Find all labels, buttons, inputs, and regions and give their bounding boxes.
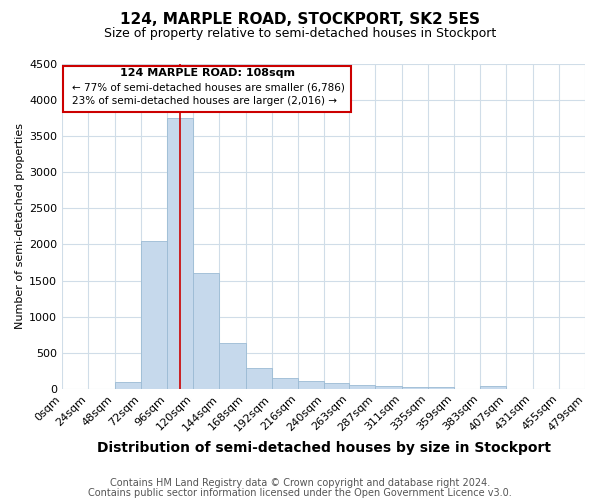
Text: ← 77% of semi-detached houses are smaller (6,786): ← 77% of semi-detached houses are smalle… [72, 82, 345, 92]
X-axis label: Distribution of semi-detached houses by size in Stockport: Distribution of semi-detached houses by … [97, 441, 551, 455]
Y-axis label: Number of semi-detached properties: Number of semi-detached properties [15, 124, 25, 330]
Bar [428, 388, 454, 389]
Bar [298, 381, 324, 389]
Text: Contains public sector information licensed under the Open Government Licence v3: Contains public sector information licen… [88, 488, 512, 498]
Text: 124 MARPLE ROAD: 108sqm: 124 MARPLE ROAD: 108sqm [120, 68, 295, 78]
Bar [349, 385, 376, 389]
Bar [401, 386, 428, 389]
Text: Size of property relative to semi-detached houses in Stockport: Size of property relative to semi-detach… [104, 28, 496, 40]
Text: 124, MARPLE ROAD, STOCKPORT, SK2 5ES: 124, MARPLE ROAD, STOCKPORT, SK2 5ES [120, 12, 480, 28]
Text: 23% of semi-detached houses are larger (2,016) →: 23% of semi-detached houses are larger (… [72, 96, 337, 106]
Bar [272, 378, 298, 389]
Bar [193, 274, 220, 389]
Bar [220, 342, 245, 389]
Bar [324, 383, 349, 389]
Text: Contains HM Land Registry data © Crown copyright and database right 2024.: Contains HM Land Registry data © Crown c… [110, 478, 490, 488]
Bar [480, 386, 506, 389]
Bar [63, 66, 352, 112]
Bar [376, 386, 401, 389]
Bar [245, 368, 272, 389]
Bar [141, 241, 167, 389]
Bar [115, 382, 141, 389]
Bar [167, 118, 193, 389]
